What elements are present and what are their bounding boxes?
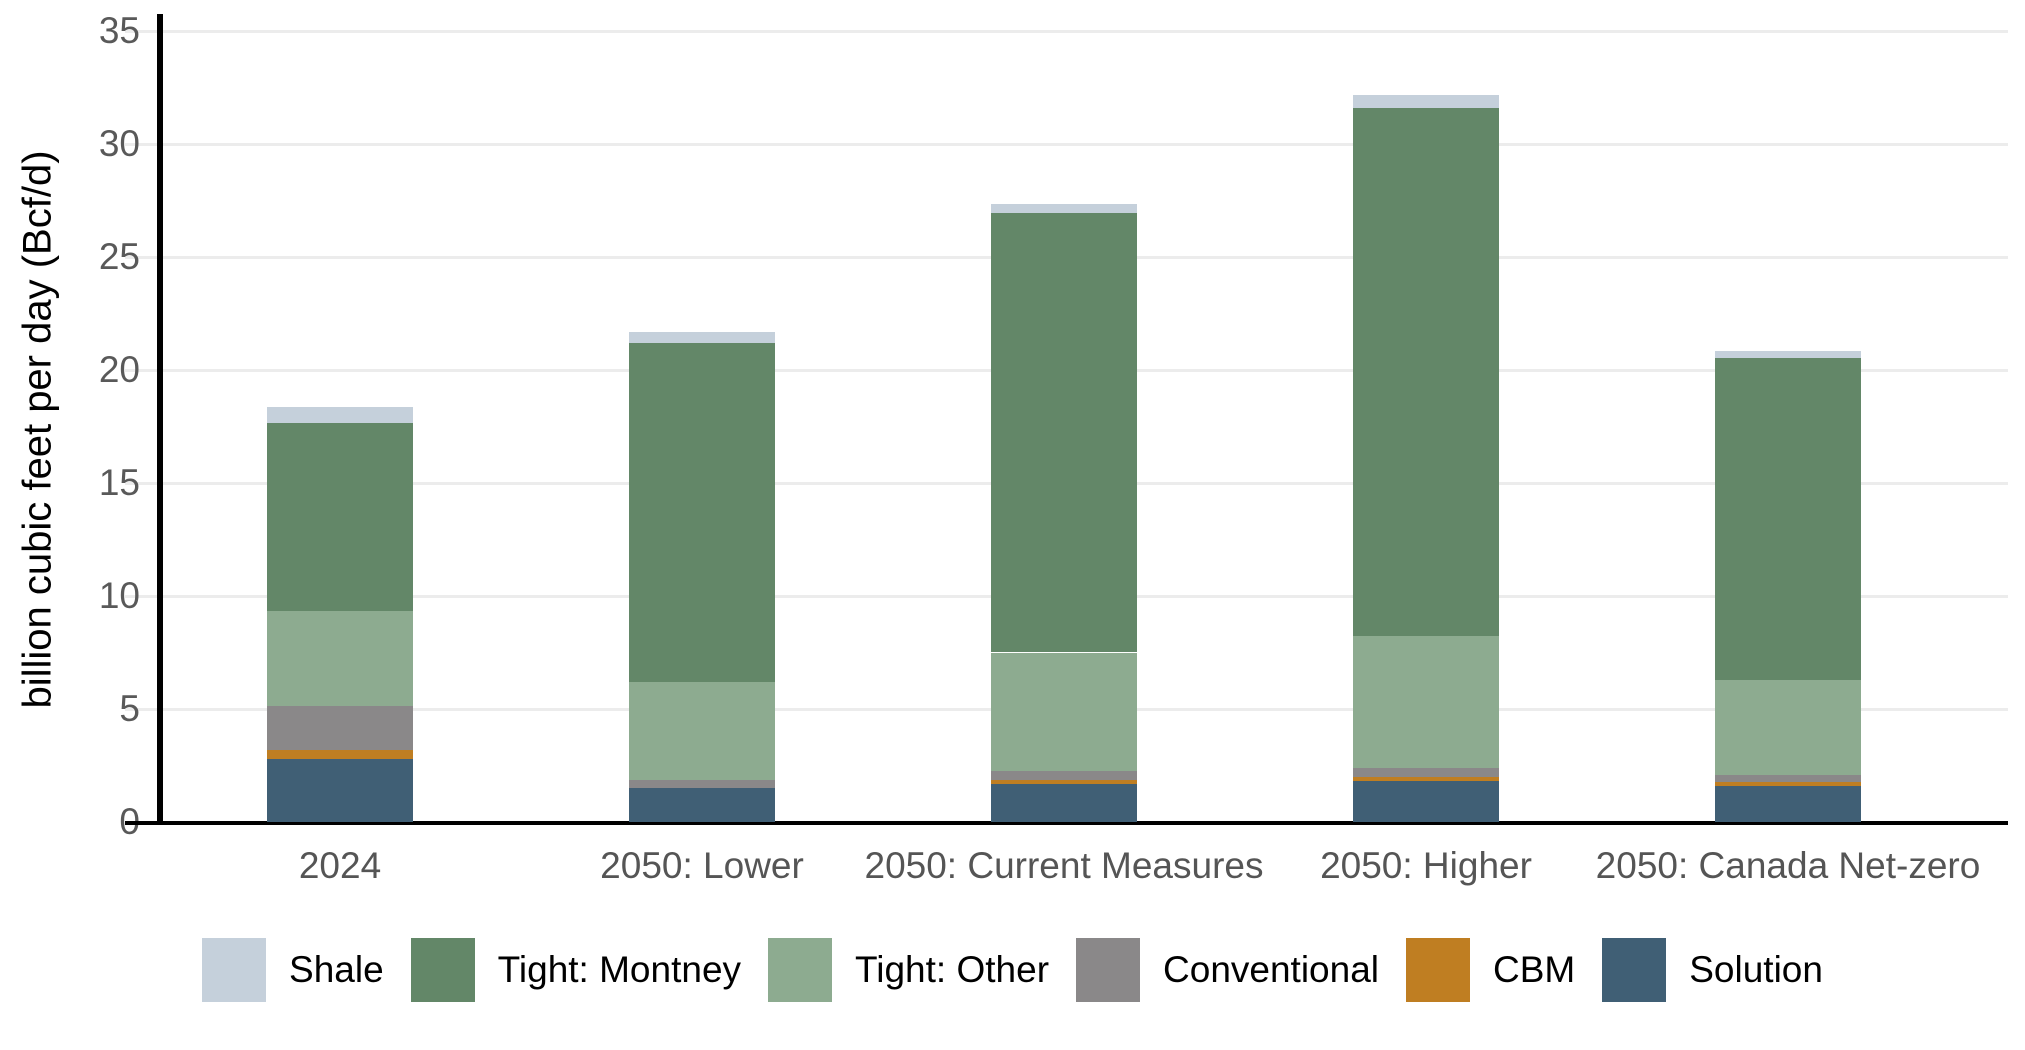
- bar-segment-cbm: [267, 749, 413, 759]
- bar-segment-conventional: [267, 705, 413, 750]
- bar-segment-tight-montney: [267, 423, 413, 611]
- gridline-35: [125, 29, 2008, 33]
- y-tick-label-30: 30: [98, 123, 140, 164]
- legend-label: Tight: Montney: [497, 949, 742, 990]
- y-tick-label-35: 35: [98, 10, 140, 51]
- y-tick-label-0: 0: [30, 802, 140, 842]
- bar-segment-tight-montney: [629, 342, 775, 682]
- bar-segment-solution: [1715, 785, 1861, 822]
- bar-segment-solution: [991, 783, 1137, 822]
- bar-segment-tight-other: [1715, 679, 1861, 775]
- bar-segment-solution: [1353, 781, 1499, 822]
- bar-segment-conventional: [1353, 767, 1499, 777]
- bar-segment-conventional: [991, 771, 1137, 781]
- bar-segment-shale: [267, 407, 413, 424]
- legend: Shale Tight: Montney Tight: Other Conventio…: [0, 938, 2025, 1002]
- x-axis-label-3: 2050: Higher: [1320, 845, 1532, 886]
- x-axis-line: [125, 821, 2008, 825]
- bar-segment-cbm: [1353, 776, 1499, 782]
- bar-segment-tight-montney: [1353, 107, 1499, 636]
- bar-segment-tight-other: [1353, 635, 1499, 768]
- y-tick-label-5: 5: [119, 688, 140, 729]
- legend-label: CBM: [1493, 949, 1576, 990]
- legend-label: Shale: [289, 949, 384, 990]
- bar-segment-tight-other: [267, 610, 413, 706]
- legend-swatch-tight-montney: [410, 938, 475, 1002]
- legend-swatch-shale: [202, 938, 267, 1002]
- bar-segment-conventional: [1715, 774, 1861, 783]
- bar-segment-tight-montney: [1715, 357, 1861, 680]
- y-tick-label-25: 25: [98, 236, 140, 277]
- y-tick-label-20: 20: [98, 349, 140, 390]
- bar-segment-shale: [991, 203, 1137, 213]
- bar-segment-solution: [629, 788, 775, 822]
- legend-swatch-tight-other: [768, 938, 833, 1002]
- legend-label: Solution: [1689, 949, 1823, 990]
- legend-item-conventional: Conventional: [1076, 938, 1379, 1002]
- legend-item-solution: Solution: [1602, 938, 1823, 1002]
- y-tick-label-10: 10: [98, 575, 140, 616]
- bar-segment-tight-montney: [991, 212, 1137, 653]
- x-axis-label-1: 2050: Lower: [600, 845, 804, 886]
- legend-swatch-conventional: [1076, 938, 1141, 1002]
- legend-swatch-cbm: [1406, 938, 1470, 1002]
- x-axis-label-4: 2050: Canada Net-zero: [1595, 845, 1981, 886]
- bar-segment-shale: [1715, 350, 1861, 358]
- gridline-30: [125, 142, 2008, 146]
- bar-segment-shale: [629, 331, 775, 343]
- bar-segment-solution: [267, 758, 413, 822]
- y-axis-line: [157, 14, 163, 825]
- bar-segment-shale: [1353, 95, 1499, 108]
- bar-segment-tight-other: [629, 681, 775, 781]
- bar-segment-tight-other: [991, 652, 1137, 772]
- legend-item-tight-other: Tight: Other: [768, 938, 1049, 1002]
- x-axis-label-2: 2050: Current Measures: [864, 845, 1264, 886]
- legend-swatch-solution: [1602, 938, 1667, 1002]
- legend-item-shale: Shale: [202, 938, 384, 1002]
- legend-item-cbm: CBM: [1406, 938, 1575, 1002]
- legend-label: Tight: Other: [855, 949, 1050, 990]
- bar-segment-cbm: [991, 780, 1137, 784]
- bar-segment-conventional: [629, 780, 775, 789]
- legend-label: Conventional: [1163, 949, 1379, 990]
- x-axis-label-0: 2024: [298, 845, 382, 886]
- y-tick-label-15: 15: [98, 462, 140, 503]
- legend-item-tight-montney: Tight: Montney: [410, 938, 742, 1002]
- bar-segment-cbm: [1715, 782, 1861, 786]
